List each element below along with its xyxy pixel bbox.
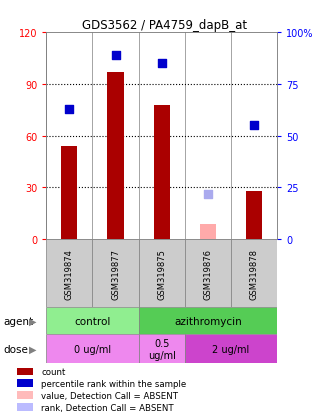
Text: ▶: ▶ — [29, 344, 37, 354]
Bar — [108, 73, 124, 240]
Text: agent: agent — [3, 316, 33, 326]
Text: GSM319878: GSM319878 — [249, 248, 259, 299]
Bar — [46, 308, 139, 335]
Bar — [139, 240, 185, 308]
Text: GSM319877: GSM319877 — [111, 248, 120, 299]
Text: GSM319874: GSM319874 — [65, 248, 74, 299]
Bar — [231, 240, 277, 308]
Bar — [16, 380, 33, 387]
Text: control: control — [74, 316, 111, 326]
Point — [205, 191, 211, 197]
Bar — [185, 335, 277, 363]
Text: 0.5
ug/ml: 0.5 ug/ml — [148, 338, 176, 360]
Bar — [92, 240, 139, 308]
Bar — [46, 335, 139, 363]
Text: percentile rank within the sample: percentile rank within the sample — [41, 379, 186, 388]
Text: GSM319876: GSM319876 — [203, 248, 213, 299]
Text: 2 ug/ml: 2 ug/ml — [213, 344, 249, 354]
Text: 0 ug/ml: 0 ug/ml — [74, 344, 111, 354]
Bar — [16, 392, 33, 399]
Bar — [185, 240, 231, 308]
Text: ▶: ▶ — [29, 316, 37, 326]
Point — [67, 106, 72, 113]
Bar — [139, 308, 277, 335]
Bar — [154, 105, 170, 240]
Bar — [46, 240, 92, 308]
Bar — [200, 224, 216, 240]
Text: GSM319875: GSM319875 — [157, 248, 166, 299]
Bar — [139, 335, 185, 363]
Text: GDS3562 / PA4759_dapB_at: GDS3562 / PA4759_dapB_at — [82, 19, 248, 31]
Text: count: count — [41, 367, 65, 376]
Point — [159, 61, 164, 67]
Bar — [16, 368, 33, 375]
Text: azithromycin: azithromycin — [174, 316, 242, 326]
Bar — [61, 147, 78, 240]
Point — [113, 52, 118, 59]
Bar — [246, 191, 262, 240]
Text: dose: dose — [3, 344, 28, 354]
Bar — [16, 403, 33, 411]
Point — [251, 123, 257, 129]
Text: rank, Detection Call = ABSENT: rank, Detection Call = ABSENT — [41, 403, 174, 411]
Text: value, Detection Call = ABSENT: value, Detection Call = ABSENT — [41, 391, 178, 400]
